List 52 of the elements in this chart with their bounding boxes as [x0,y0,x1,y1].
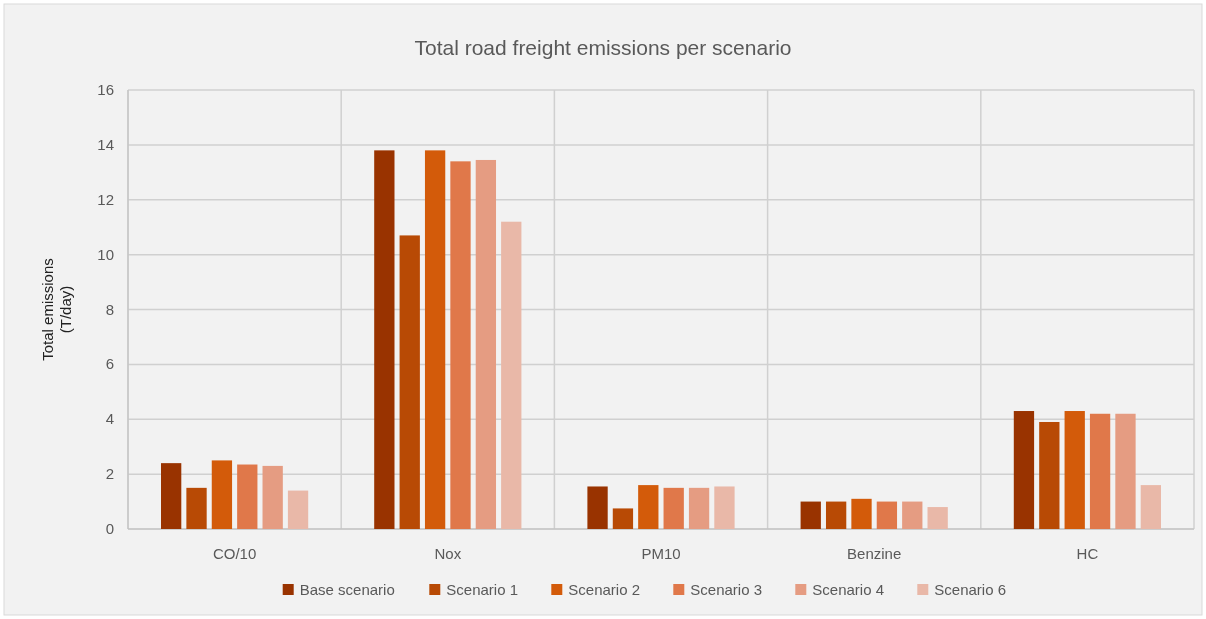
bar [688,487,710,529]
y-tick-label: 8 [105,300,114,318]
bar [800,501,821,529]
bar [1013,411,1035,529]
chart-title: Total road freight emissions per scenario [414,36,792,59]
y-tick-label: 2 [105,465,114,483]
x-tick-label: PM10 [641,545,681,562]
bar [450,161,471,529]
bar [851,498,872,529]
bar [902,501,923,529]
legend-label: Scenario 4 [812,581,885,598]
bar [237,464,258,529]
bar [587,486,608,529]
bar [927,507,948,529]
y-tick-label: 0 [105,520,114,537]
bar [714,486,735,529]
x-tick-label: Benzine [847,545,902,562]
legend-label: Scenario 2 [568,581,641,598]
y-tick-label: 14 [97,135,114,153]
y-tick-label: 10 [97,245,114,263]
bar [876,501,898,529]
bar [1064,411,1085,529]
x-tick-label: CO/10 [212,545,257,562]
bar [211,460,233,529]
bar [501,221,522,529]
y-tick-label: 12 [97,190,114,208]
bar [161,463,182,529]
y-tick-label: 6 [105,355,114,373]
x-tick-label: Nox [434,545,462,562]
bar [262,465,283,529]
y-tick-label: 4 [105,410,114,428]
legend-label: Scenario 1 [446,581,519,598]
y-axis-title: Total emissions (T/day) [39,258,74,361]
bar [1115,413,1136,529]
bar [663,487,684,529]
bar [1039,421,1060,529]
bar [475,159,497,529]
bar [424,150,446,529]
bar [186,487,207,529]
bar [1140,485,1161,529]
legend-label: Scenario 3 [690,581,763,598]
legend-label: Scenario 6 [934,581,1007,598]
bar [374,150,395,529]
bar [287,490,309,529]
bar [638,485,659,529]
legend-label: Base scenario [299,581,395,598]
bar [399,235,420,529]
x-tick-label: HC [1076,545,1099,562]
bar [612,508,634,529]
bar [825,501,847,529]
bar [1089,413,1111,529]
y-tick-label: 16 [97,81,114,98]
